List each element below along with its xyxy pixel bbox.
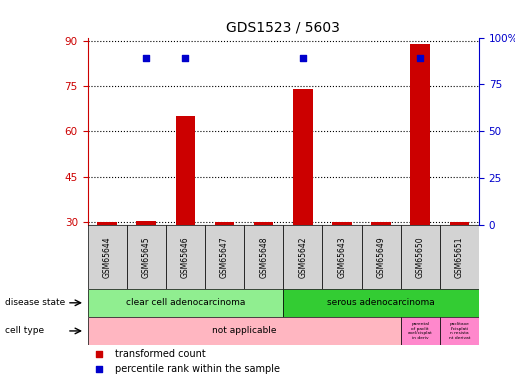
Text: GSM65644: GSM65644 — [102, 236, 112, 278]
Text: not applicable: not applicable — [212, 326, 277, 335]
Point — [181, 55, 190, 61]
Point — [299, 55, 307, 61]
Text: serous adenocarcinoma: serous adenocarcinoma — [327, 298, 435, 307]
Bar — [88, 225, 127, 289]
Text: GSM65649: GSM65649 — [376, 236, 386, 278]
Text: GSM65645: GSM65645 — [142, 236, 151, 278]
Bar — [205, 225, 244, 289]
Text: cell type: cell type — [5, 326, 44, 335]
Text: percentile rank within the sample: percentile rank within the sample — [115, 364, 280, 374]
Text: GSM65650: GSM65650 — [416, 236, 425, 278]
Bar — [97, 222, 117, 225]
Text: GSM65648: GSM65648 — [259, 236, 268, 278]
Bar — [293, 89, 313, 225]
Bar — [401, 225, 440, 289]
Bar — [88, 317, 401, 345]
Text: GSM65643: GSM65643 — [337, 236, 347, 278]
Bar — [371, 222, 391, 225]
Bar — [410, 44, 430, 225]
Bar — [244, 225, 283, 289]
Text: transformed count: transformed count — [115, 350, 205, 360]
Bar — [127, 225, 166, 289]
Point — [95, 351, 104, 357]
Bar — [332, 222, 352, 225]
Bar — [322, 225, 362, 289]
Bar — [401, 317, 440, 345]
Point — [416, 55, 424, 61]
Text: parental
of paclit
axel/cisplat
in deriv: parental of paclit axel/cisplat in deriv — [408, 322, 433, 340]
Title: GDS1523 / 5603: GDS1523 / 5603 — [226, 21, 340, 35]
Text: paclitaxe
l/cisplati
n resista
nt derivat: paclitaxe l/cisplati n resista nt deriva… — [449, 322, 470, 340]
Bar — [88, 289, 283, 317]
Text: disease state: disease state — [5, 298, 65, 307]
Bar — [215, 222, 234, 225]
Bar — [440, 225, 479, 289]
Bar — [450, 222, 469, 225]
Bar — [283, 289, 479, 317]
Point — [142, 55, 150, 61]
Text: GSM65651: GSM65651 — [455, 236, 464, 278]
Text: clear cell adenocarcinoma: clear cell adenocarcinoma — [126, 298, 245, 307]
Bar — [254, 222, 273, 225]
Point — [95, 366, 104, 372]
Bar — [176, 116, 195, 225]
Bar — [136, 221, 156, 225]
Bar — [283, 225, 322, 289]
Text: GSM65647: GSM65647 — [220, 236, 229, 278]
Text: GSM65646: GSM65646 — [181, 236, 190, 278]
Text: GSM65642: GSM65642 — [298, 236, 307, 278]
Bar — [440, 317, 479, 345]
Bar — [362, 225, 401, 289]
Bar — [166, 225, 205, 289]
